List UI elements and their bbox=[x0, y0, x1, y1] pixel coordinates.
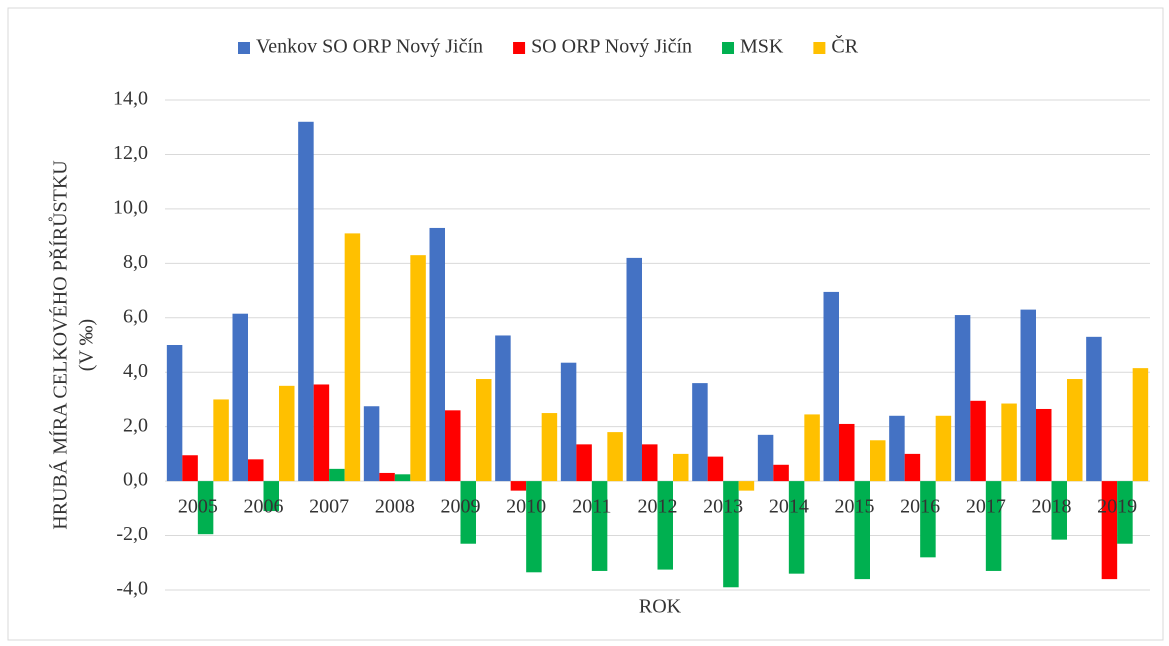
bar bbox=[248, 459, 264, 482]
y-tick-label: 8,0 bbox=[123, 251, 148, 273]
x-tick-label: 2007 bbox=[309, 496, 349, 518]
bar bbox=[904, 453, 921, 482]
bar bbox=[1132, 368, 1149, 482]
x-tick-label: 2016 bbox=[900, 496, 940, 518]
bar bbox=[576, 444, 592, 482]
bar bbox=[889, 415, 905, 482]
bar bbox=[182, 455, 198, 482]
bar bbox=[1117, 481, 1133, 544]
y-tick-label: 2,0 bbox=[123, 414, 148, 436]
x-tick-label: 2010 bbox=[506, 496, 546, 518]
bar bbox=[626, 257, 642, 482]
bar bbox=[854, 481, 870, 580]
bar bbox=[657, 481, 673, 570]
y-axis-label: HRUBÁ MÍRA CELKOVÉHO PŘÍRŮSTKU bbox=[48, 160, 72, 530]
legend-swatch bbox=[238, 42, 250, 54]
y-tick-label: 12,0 bbox=[113, 142, 148, 164]
bar bbox=[738, 481, 755, 491]
bar bbox=[1001, 403, 1017, 482]
bar bbox=[692, 383, 708, 482]
legend-label: SO ORP Nový Jičín bbox=[531, 36, 692, 58]
bar bbox=[394, 474, 411, 482]
bar bbox=[460, 481, 476, 544]
bar bbox=[607, 432, 623, 482]
bar bbox=[263, 481, 279, 512]
bar bbox=[197, 481, 214, 535]
legend-label: Venkov SO ORP Nový Jičín bbox=[256, 36, 483, 58]
x-axis-label: ROK bbox=[639, 596, 682, 618]
legend-label: ČR bbox=[831, 34, 858, 58]
x-tick-label: 2006 bbox=[244, 496, 284, 518]
x-tick-label: 2005 bbox=[178, 496, 218, 518]
bar bbox=[213, 399, 229, 482]
bar bbox=[1101, 481, 1118, 580]
bar bbox=[495, 335, 511, 482]
bar bbox=[445, 410, 461, 482]
bar bbox=[773, 464, 789, 482]
bar bbox=[788, 481, 805, 574]
bar bbox=[526, 481, 542, 573]
x-tick-label: 2011 bbox=[572, 496, 611, 518]
bar bbox=[723, 481, 739, 588]
bar bbox=[379, 472, 395, 482]
y-tick-label: -4,0 bbox=[116, 578, 148, 600]
bar bbox=[1067, 379, 1083, 482]
bar bbox=[1051, 481, 1067, 540]
bar bbox=[839, 423, 855, 482]
bar bbox=[476, 379, 492, 482]
y-tick-label: 0,0 bbox=[123, 469, 148, 491]
bar bbox=[591, 481, 608, 571]
x-tick-label: 2014 bbox=[769, 496, 809, 518]
legend-swatch bbox=[722, 42, 735, 54]
y-tick-label: 10,0 bbox=[113, 196, 148, 218]
bar bbox=[823, 291, 839, 482]
bar bbox=[410, 255, 426, 482]
y-tick-label: -2,0 bbox=[116, 523, 148, 545]
x-tick-label: 2019 bbox=[1097, 496, 1137, 518]
bar bbox=[363, 406, 380, 482]
bar bbox=[985, 481, 1002, 571]
x-tick-label: 2013 bbox=[703, 496, 743, 518]
bar bbox=[920, 481, 936, 558]
x-tick-label: 2017 bbox=[966, 496, 1006, 518]
bar bbox=[1020, 309, 1036, 482]
bar bbox=[313, 384, 330, 482]
bar bbox=[757, 434, 774, 482]
bar bbox=[344, 233, 361, 482]
legend-swatch bbox=[813, 42, 826, 54]
x-tick-label: 2015 bbox=[835, 496, 875, 518]
bar bbox=[279, 385, 295, 482]
bar bbox=[970, 400, 986, 482]
bar bbox=[954, 315, 971, 482]
bar bbox=[642, 444, 658, 482]
legend-swatch bbox=[513, 42, 526, 54]
y-tick-label: 14,0 bbox=[113, 88, 148, 110]
x-tick-label: 2008 bbox=[375, 496, 415, 518]
bar bbox=[329, 468, 345, 482]
bar bbox=[166, 345, 183, 482]
x-tick-label: 2009 bbox=[441, 496, 481, 518]
y-axis-label: (V ‰) bbox=[76, 319, 98, 371]
x-tick-label: 2018 bbox=[1032, 496, 1072, 518]
bar bbox=[541, 413, 558, 482]
bar bbox=[804, 414, 820, 482]
bar bbox=[935, 415, 952, 482]
bar bbox=[1036, 408, 1052, 482]
bar bbox=[560, 362, 577, 482]
bar bbox=[870, 440, 886, 482]
bar bbox=[429, 227, 445, 482]
bar bbox=[232, 313, 248, 482]
bar bbox=[510, 481, 527, 491]
x-tick-label: 2012 bbox=[638, 496, 678, 518]
bar bbox=[707, 456, 724, 482]
bar bbox=[673, 453, 689, 482]
chart-frame bbox=[7, 7, 1164, 641]
y-tick-label: 6,0 bbox=[123, 305, 148, 327]
legend-label: MSK bbox=[740, 36, 784, 58]
bar bbox=[298, 121, 314, 482]
y-tick-label: 4,0 bbox=[123, 360, 148, 382]
bar bbox=[1086, 336, 1102, 482]
